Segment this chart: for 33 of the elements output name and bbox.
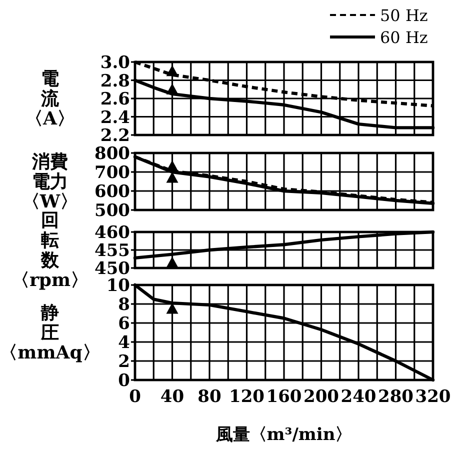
y-tick-label: 3.0 [100, 53, 130, 73]
y-axis-title: 電流〈A〉 [25, 68, 75, 130]
y-axis-title: 静圧〈mmAq〉 [0, 302, 100, 364]
y-tick-label: 2.4 [100, 108, 130, 128]
y-tick-label: 800 [94, 144, 130, 164]
y-tick-label: 2.2 [100, 126, 130, 146]
x-axis-title: 風量〈m³/min〉 [214, 425, 352, 445]
y-tick-label: 2 [118, 352, 130, 372]
y-tick-label: 460 [94, 223, 130, 243]
y-axis-title: 回転数〈rpm〉 [11, 210, 89, 291]
x-tick-label: 160 [266, 387, 302, 407]
x-tick-label: 280 [378, 387, 414, 407]
y-tick-label: 2.6 [100, 90, 130, 110]
y-tick-label: 600 [94, 182, 130, 202]
y-tick-label: 455 [94, 241, 130, 261]
y-tick-label: 10 [106, 276, 130, 296]
x-tick-label: 240 [340, 387, 376, 407]
y-tick-label: 2.8 [100, 71, 130, 92]
x-tick-label: 120 [229, 387, 265, 407]
y-tick-label: 6 [118, 314, 130, 334]
y-tick-label: 700 [94, 163, 130, 183]
y-tick-label: 8 [118, 295, 130, 315]
y-tick-label: 0 [118, 371, 130, 391]
x-tick-label: 320 [415, 387, 451, 407]
y-axis-title: 消費電力〈W〉 [22, 152, 78, 212]
legend-label: 60 Hz [380, 28, 428, 47]
y-tick-label: 4 [118, 333, 130, 353]
x-tick-label: 40 [160, 387, 184, 407]
y-tick-label: 500 [94, 201, 130, 221]
y-tick-label: 450 [94, 259, 130, 279]
x-tick-label: 80 [198, 387, 222, 407]
legend-label: 50 Hz [380, 6, 428, 25]
x-tick-label: 200 [304, 387, 340, 407]
